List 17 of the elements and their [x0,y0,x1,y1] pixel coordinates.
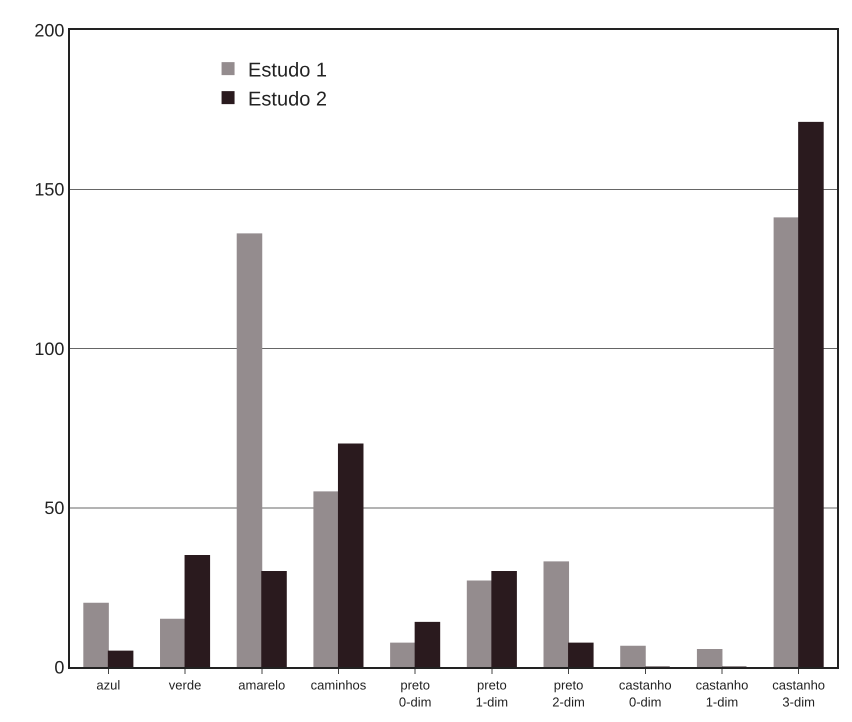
x-tick-label: caminhos [310,678,367,693]
x-tick-label: preto 2-dim [552,678,585,710]
x-tick-label: castanho 0-dim [618,678,672,710]
y-tick-label: 200 [34,20,64,40]
x-tick-label: preto 0-dim [398,678,432,710]
y-tick-label: 150 [34,180,64,200]
x-tick-label: azul [96,678,120,693]
y-tick-label: 0 [54,657,64,678]
y-tick-label: 50 [44,498,64,518]
x-tick-label: castanho 1-dim [696,678,748,710]
x-tick-label: verde [168,678,202,693]
x-tick-label: amarelo [238,678,286,693]
legend-label: Estudo 1 [248,59,328,82]
x-tick-label: preto 1-dim [476,678,508,710]
x-tick-label: castanho 3-dim [772,678,826,710]
legend-label: Estudo 2 [248,88,328,110]
y-tick-label: 100 [34,338,64,359]
